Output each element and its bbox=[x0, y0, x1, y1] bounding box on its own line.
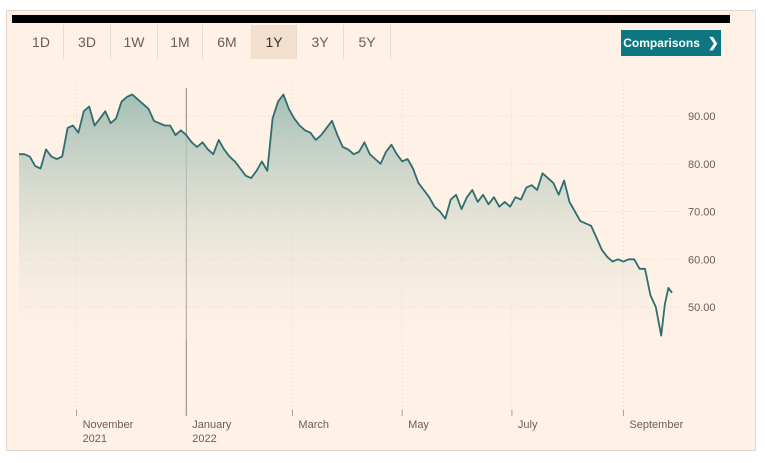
range-tab-1d[interactable]: 1D bbox=[19, 25, 64, 59]
comparisons-button-label: Comparisons bbox=[623, 36, 700, 50]
range-tab-3y[interactable]: 3Y bbox=[297, 25, 344, 59]
y-tick-label: 80.00 bbox=[688, 159, 716, 171]
x-tick-sublabel: 2021 bbox=[83, 433, 107, 445]
x-tick-label: July bbox=[518, 419, 538, 431]
x-tick-sublabel: 2022 bbox=[192, 433, 216, 445]
range-tab-1w[interactable]: 1W bbox=[111, 25, 158, 59]
header-rule bbox=[12, 15, 730, 23]
series-area-fill bbox=[19, 94, 672, 340]
chevron-right-icon: ❯ bbox=[707, 35, 719, 50]
range-tab-1m[interactable]: 1M bbox=[158, 25, 203, 59]
range-tab-5y[interactable]: 5Y bbox=[344, 25, 391, 59]
x-tick-label: November bbox=[83, 419, 134, 431]
time-range-tabs: 1D 3D 1W 1M 6M 1Y 3Y 5Y bbox=[19, 25, 391, 59]
x-tick-label: March bbox=[298, 419, 329, 431]
x-tick-label: September bbox=[629, 419, 683, 431]
y-tick-label: 60.00 bbox=[688, 254, 716, 266]
x-tick-label: January bbox=[192, 419, 232, 431]
y-tick-label: 50.00 bbox=[688, 302, 716, 314]
chart-area bbox=[19, 93, 673, 340]
x-tick-label: May bbox=[408, 419, 429, 431]
chart-axes: 50.00 60.00 70.00 80.00 90.00 November 2021 Jan… bbox=[76, 111, 716, 445]
range-tab-1y[interactable]: 1Y bbox=[252, 25, 297, 59]
comparisons-button[interactable]: Comparisons ❯ bbox=[621, 30, 721, 56]
range-tab-6m[interactable]: 6M bbox=[203, 25, 252, 59]
y-tick-label: 70.00 bbox=[688, 207, 716, 219]
range-tab-3d[interactable]: 3D bbox=[64, 25, 111, 59]
series-line bbox=[19, 93, 673, 337]
y-tick-label: 90.00 bbox=[688, 111, 716, 123]
